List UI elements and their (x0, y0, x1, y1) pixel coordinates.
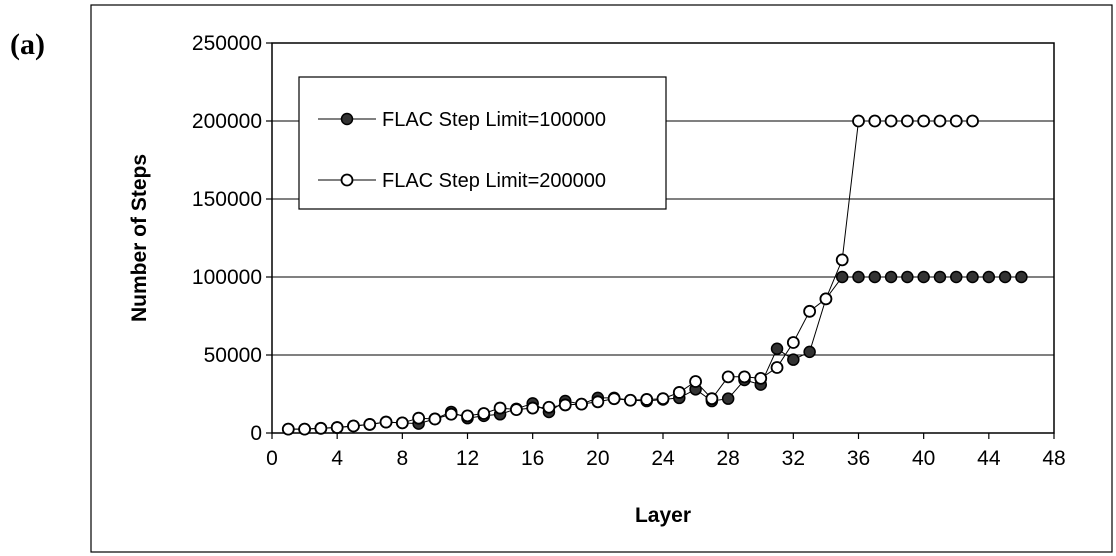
series (281, 114, 1028, 436)
data-point-series-2 (558, 398, 572, 412)
data-point-series-2 (347, 419, 360, 433)
data-point-series-2 (966, 114, 979, 128)
data-point-series-2 (933, 114, 947, 128)
data-point-series-2 (298, 422, 311, 436)
data-point-series-2 (428, 412, 442, 426)
data-point-series-2 (884, 114, 898, 128)
data-point-series-2 (330, 421, 344, 434)
x-axis-title: Layer (635, 504, 691, 527)
data-point-series-2 (705, 392, 719, 406)
x-tick-label: 44 (977, 447, 1001, 470)
data-point-series-2 (656, 392, 670, 406)
x-tick-label: 16 (521, 447, 544, 470)
data-point-series-2 (395, 416, 409, 430)
data-point-series-1 (933, 270, 947, 284)
data-point-series-2 (607, 392, 621, 406)
legend: FLAC Step Limit=100000 FLAC Step Limit=2… (298, 76, 667, 210)
data-point-series-1 (803, 345, 816, 359)
data-point-series-2 (575, 397, 588, 411)
data-point-series-1 (721, 392, 735, 405)
panel-label: (a) (10, 28, 45, 61)
data-point-series-1 (884, 270, 898, 284)
x-tick-label: 8 (396, 447, 408, 470)
data-point-series-1 (787, 353, 800, 366)
data-point-series-2 (900, 114, 914, 128)
x-tick-label: 24 (651, 447, 675, 470)
y-axis-title: Number of Steps (128, 154, 151, 322)
x-tick-label: 0 (266, 447, 278, 470)
data-point-series-2 (672, 386, 686, 399)
y-tick-label: 50000 (204, 344, 262, 367)
x-tick-label: 12 (456, 447, 479, 470)
x-tick-label: 32 (782, 447, 805, 470)
data-point-series-2 (412, 411, 426, 425)
data-point-series-1 (950, 270, 963, 284)
data-point-series-2 (363, 418, 377, 431)
data-point-series-2 (461, 409, 474, 423)
data-point-series-2 (314, 421, 328, 435)
data-point-series-2 (281, 422, 295, 436)
data-point-series-2 (835, 253, 849, 267)
data-point-series-2 (624, 393, 637, 407)
data-point-series-1 (998, 270, 1012, 284)
legend-marker-series-1 (340, 112, 354, 126)
data-point-series-1 (1015, 270, 1028, 284)
data-point-series-1 (982, 270, 996, 284)
x-tick-label: 48 (1042, 447, 1065, 470)
data-point-series-2 (591, 395, 605, 409)
data-point-series-2 (754, 371, 768, 385)
data-point-series-1 (917, 270, 930, 284)
y-tick-label: 100000 (192, 266, 262, 289)
y-tick-label: 150000 (192, 188, 262, 211)
data-point-series-2 (379, 415, 393, 429)
data-point-series-2 (949, 114, 963, 128)
data-point-series-2 (493, 401, 507, 415)
legend-marker-series-2 (340, 173, 354, 187)
data-point-series-1 (966, 270, 979, 284)
y-tick-label: 0 (250, 422, 262, 445)
data-point-series-1 (868, 270, 882, 284)
legend-label-series-2: FLAC Step Limit=200000 (382, 170, 606, 192)
series-line-1 (288, 276, 1022, 430)
data-point-series-1 (835, 270, 849, 284)
data-point-series-2 (542, 400, 556, 414)
data-point-series-2 (819, 292, 833, 306)
data-point-series-2 (868, 114, 882, 128)
x-tick-label: 20 (586, 447, 609, 470)
data-point-series-2 (721, 370, 735, 384)
data-point-series-2 (917, 114, 931, 128)
data-point-series-2 (444, 407, 458, 421)
data-point-series-2 (640, 393, 654, 406)
y-tick-label: 200000 (192, 110, 262, 133)
x-tick-label: 36 (847, 447, 870, 470)
data-point-series-2 (689, 375, 702, 388)
data-point-series-2 (526, 401, 540, 415)
data-point-series-2 (509, 403, 523, 417)
x-tick-label: 40 (912, 447, 935, 470)
data-point-series-2 (803, 304, 817, 318)
x-tick-label: 4 (331, 447, 343, 470)
data-point-series-1 (770, 342, 784, 356)
data-point-series-1 (901, 270, 914, 284)
legend-box (298, 76, 667, 210)
data-point-series-2 (738, 370, 751, 384)
data-point-series-2 (770, 361, 784, 374)
data-point-series-2 (477, 407, 491, 420)
data-point-series-1 (852, 270, 865, 284)
x-tick-label: 28 (716, 447, 739, 470)
data-point-series-2 (786, 336, 800, 349)
y-tick-label: 250000 (192, 32, 262, 55)
legend-label-series-1: FLAC Step Limit=100000 (382, 109, 606, 131)
data-point-series-2 (852, 114, 865, 128)
